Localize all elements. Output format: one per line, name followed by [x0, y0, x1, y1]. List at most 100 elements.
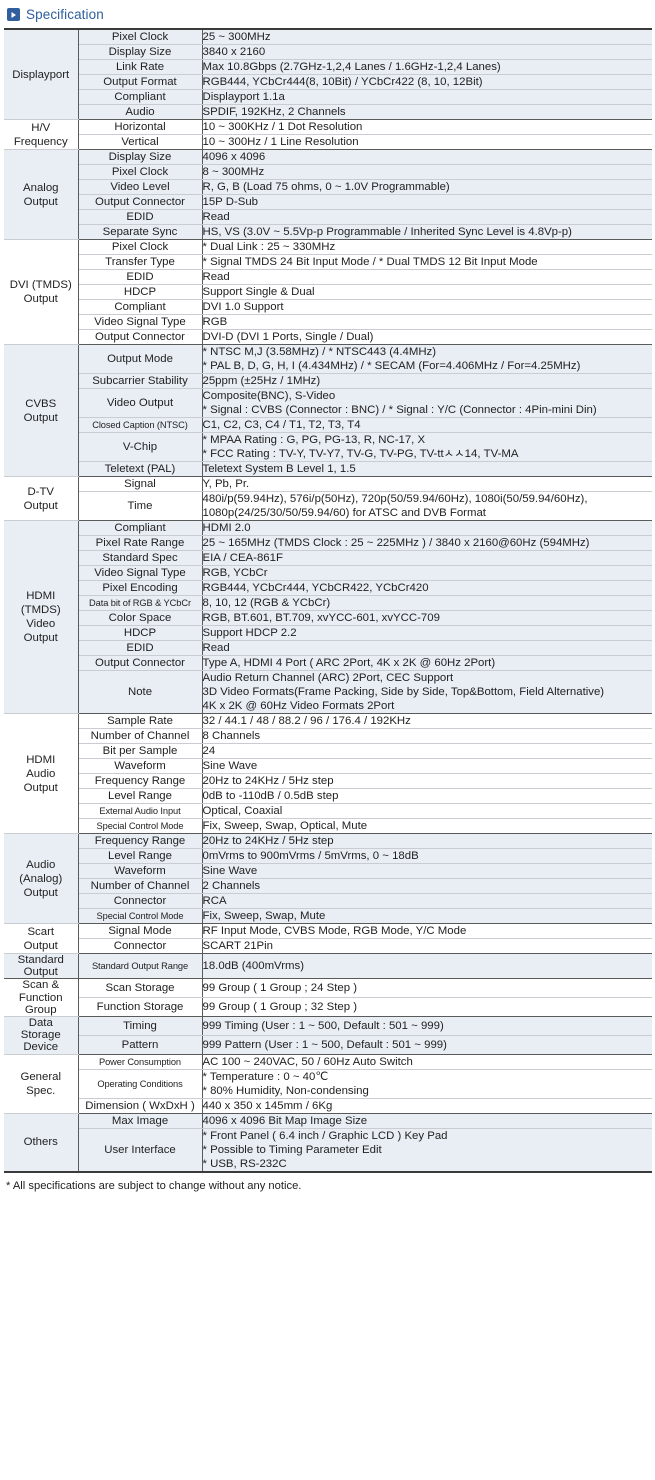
- specification-table: Displayport Pixel Clock 25 ~ 300MHz Display…: [4, 28, 652, 1173]
- parameter-value: 20Hz to 24KHz / 5Hz step: [202, 833, 652, 849]
- parameter-value: 32 / 44.1 / 48 / 88.2 / 96 / 176.4 / 192…: [202, 713, 652, 729]
- parameter-value: Read: [202, 269, 652, 285]
- parameter-label: Display Size: [78, 44, 203, 60]
- parameter-value: * Temperature : 0 ~ 40℃ * 80% Humidity, …: [202, 1069, 652, 1099]
- parameter-label: Number of Channel: [78, 878, 203, 894]
- group-label: Analog Output: [4, 149, 79, 240]
- parameter-label: Dimension ( WxDxH ): [78, 1098, 203, 1114]
- parameter-value: 440 x 350 x 145mm / 6Kg: [202, 1098, 652, 1114]
- parameter-label: Output Mode: [78, 344, 203, 374]
- table-row: HDCP Support HDCP 2.2: [4, 625, 652, 641]
- parameter-value: 8 ~ 300MHz: [202, 164, 652, 180]
- table-row: Displayport Pixel Clock 25 ~ 300MHz: [4, 29, 652, 120]
- parameter-value: Max 10.8Gbps (2.7GHz-1,2,4 Lanes / 1.6GH…: [202, 59, 652, 75]
- parameter-value: 25ppm (±25Hz / 1MHz): [202, 373, 652, 389]
- group-label: HDMI Audio Output: [4, 713, 79, 834]
- table-row: Waveform Sine Wave: [4, 863, 652, 879]
- table-row: Pixel Clock 8 ~ 300MHz: [4, 164, 652, 180]
- parameter-label: EDID: [78, 209, 203, 225]
- parameter-value: Optical, Coaxial: [202, 803, 652, 819]
- table-row: V-Chip * MPAA Rating : G, PG, PG-13, R, N…: [4, 432, 652, 462]
- parameter-label: HDCP: [78, 625, 203, 641]
- parameter-label: Pixel Clock: [78, 164, 203, 180]
- table-row: Operating Conditions * Temperature : 0 ~ …: [4, 1069, 652, 1099]
- parameter-label: Output Connector: [78, 194, 203, 210]
- table-row: Output Connector Type A, HDMI 4 Port ( AR…: [4, 655, 652, 671]
- parameter-label: Number of Channel: [78, 728, 203, 744]
- parameter-value: Read: [202, 640, 652, 656]
- parameter-label: Note: [78, 670, 203, 714]
- table-row: Display Size 3840 x 2160: [4, 44, 652, 60]
- parameter-value: SCART 21Pin: [202, 938, 652, 954]
- parameter-label: Connector: [78, 893, 203, 909]
- parameter-value: Displayport 1.1a: [202, 89, 652, 105]
- table-row: Special Control Mode Fix, Sweep, Swap, Op…: [4, 818, 652, 834]
- group-label: Audio (Analog) Output: [4, 833, 79, 924]
- table-row: HDMI Audio Output Sample Rate 32 / 44.1 / …: [4, 713, 652, 834]
- parameter-value: Support Single & Dual: [202, 284, 652, 300]
- table-row: Data bit of RGB & YCbCr 8, 10, 12 (RGB & …: [4, 595, 652, 611]
- parameter-label: Compliant: [78, 520, 203, 536]
- parameter-value: RGB444, YCbCr444(8, 10Bit) / YCbCr422 (8…: [202, 74, 652, 90]
- table-row: Pixel Encoding RGB444, YCbCr444, YCbCR422…: [4, 580, 652, 596]
- parameter-value: Read: [202, 209, 652, 225]
- parameter-label: V-Chip: [78, 432, 203, 462]
- parameter-value: Type A, HDMI 4 Port ( ARC 2Port, 4K x 2K…: [202, 655, 652, 671]
- group-label: HDMI (TMDS) Video Output: [4, 520, 79, 714]
- table-row: Subcarrier Stability 25ppm (±25Hz / 1MHz): [4, 373, 652, 389]
- table-row: Scan & Function Group Scan Storage 99 Grou…: [4, 978, 652, 1018]
- parameter-value: Sine Wave: [202, 758, 652, 774]
- parameter-value: 25 ~ 300MHz: [202, 29, 652, 45]
- parameter-label: Transfer Type: [78, 254, 203, 270]
- parameter-label: Bit per Sample: [78, 743, 203, 759]
- table-row: H/V Frequency Horizontal 10 ~ 300KHz / 1 D…: [4, 119, 652, 150]
- table-row: Time 480i/p(59.94Hz), 576i/p(50Hz), 720p(…: [4, 491, 652, 521]
- parameter-label: Max Image: [78, 1113, 203, 1129]
- parameter-label: Level Range: [78, 848, 203, 864]
- parameter-value: * NTSC M,J (3.58MHz) / * NTSC443 (4.4MHz…: [202, 344, 652, 374]
- parameter-value: HDMI 2.0: [202, 520, 652, 536]
- parameter-label: Subcarrier Stability: [78, 373, 203, 389]
- parameter-label: Power Consumption: [78, 1054, 203, 1070]
- parameter-label: User Interface: [78, 1128, 203, 1173]
- table-row: Note Audio Return Channel (ARC) 2Port, CE…: [4, 670, 652, 714]
- parameter-label: Timing: [78, 1016, 203, 1036]
- parameter-label: Horizontal: [78, 119, 203, 135]
- group-label: General Spec.: [4, 1054, 79, 1114]
- parameter-value: 999 Pattern (User : 1 ~ 500, Default : 5…: [202, 1035, 652, 1055]
- parameter-label: Display Size: [78, 149, 203, 165]
- table-row: Others Max Image 4096 x 4096 Bit Map Image…: [4, 1113, 652, 1173]
- parameter-label: Time: [78, 491, 203, 521]
- table-row: Frequency Range 20Hz to 24KHz / 5Hz step: [4, 773, 652, 789]
- parameter-value: 0mVrms to 900mVrms / 5mVrms, 0 ~ 18dB: [202, 848, 652, 864]
- footnote: * All specifications are subject to chan…: [6, 1179, 302, 1192]
- parameter-label: Function Storage: [78, 997, 203, 1018]
- parameter-value: 15P D-Sub: [202, 194, 652, 210]
- table-row: D-TV Output Signal Y, Pb, Pr.: [4, 476, 652, 521]
- parameter-value: 20Hz to 24KHz / 5Hz step: [202, 773, 652, 789]
- parameter-value: 8, 10, 12 (RGB & YCbCr): [202, 595, 652, 611]
- parameter-value: * MPAA Rating : G, PG, PG-13, R, NC-17, …: [202, 432, 652, 462]
- parameter-label: Teletext (PAL): [78, 461, 203, 477]
- parameter-label: Frequency Range: [78, 833, 203, 849]
- group-label: DVI (TMDS) Output: [4, 239, 79, 345]
- table-row: Level Range 0mVrms to 900mVrms / 5mVrms, …: [4, 848, 652, 864]
- parameter-value: 999 Timing (User : 1 ~ 500, Default : 50…: [202, 1016, 652, 1036]
- parameter-value: 4096 x 4096: [202, 149, 652, 165]
- parameter-label: Sample Rate: [78, 713, 203, 729]
- table-row: External Audio Input Optical, Coaxial: [4, 803, 652, 819]
- group-label: Scart Output: [4, 923, 79, 954]
- parameter-label: Signal Mode: [78, 923, 203, 939]
- table-row: CVBS Output Output Mode * NTSC M,J (3.58MH…: [4, 344, 652, 477]
- parameter-label: Video Output: [78, 388, 203, 418]
- parameter-value: 3840 x 2160: [202, 44, 652, 60]
- parameter-value: 99 Group ( 1 Group ; 32 Step ): [202, 997, 652, 1018]
- parameter-label: Video Signal Type: [78, 565, 203, 581]
- parameter-value: Audio Return Channel (ARC) 2Port, CEC Su…: [202, 670, 652, 714]
- table-row: EDID Read: [4, 209, 652, 225]
- table-row: Number of Channel 2 Channels: [4, 878, 652, 894]
- table-row: Output Format RGB444, YCbCr444(8, 10Bit) …: [4, 74, 652, 90]
- parameter-value: 10 ~ 300Hz / 1 Line Resolution: [202, 134, 652, 150]
- table-row: Analog Output Display Size 4096 x 4096: [4, 149, 652, 240]
- parameter-label: Connector: [78, 938, 203, 954]
